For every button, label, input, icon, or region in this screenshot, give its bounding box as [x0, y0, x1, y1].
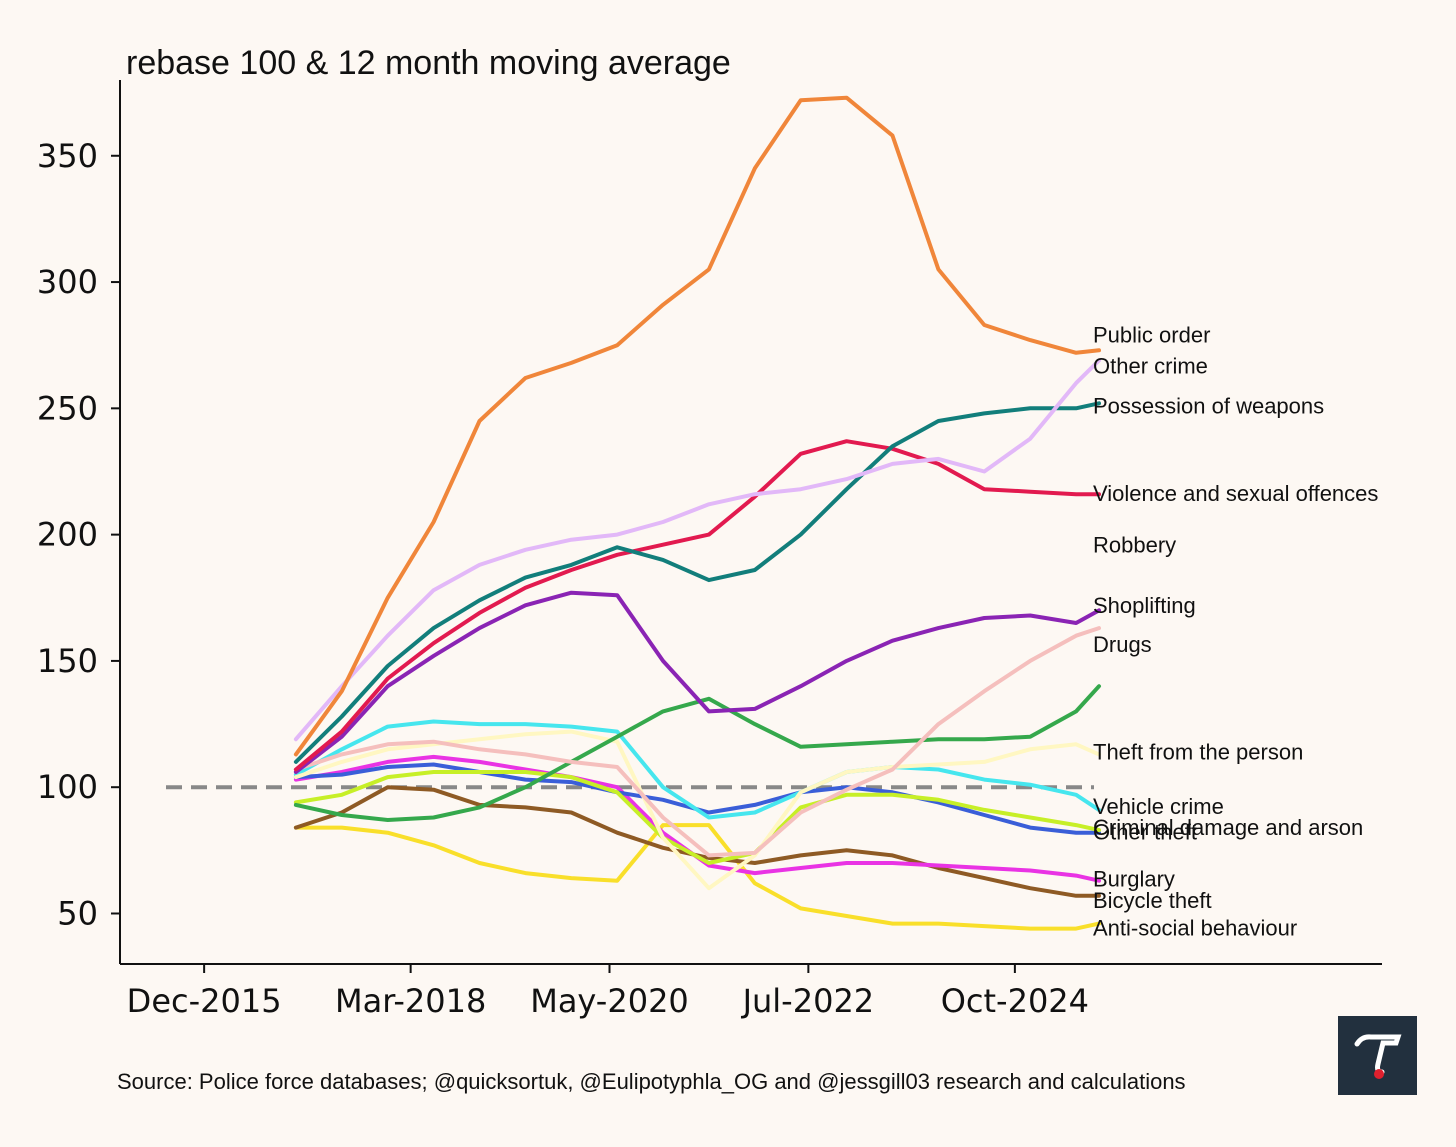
series-label-violence-and-sexual-offences: Violence and sexual offences	[1093, 481, 1378, 506]
series-line-bicycle-theft	[293, 785, 1101, 898]
x-tick-label: Jul-2022	[741, 982, 875, 1020]
x-tick-label: Dec-2015	[127, 982, 282, 1020]
series-label-public-order: Public order	[1093, 322, 1210, 347]
y-tick-label: 250	[37, 389, 98, 427]
y-tick-label: 200	[37, 516, 98, 554]
x-tick-label: Oct-2024	[941, 982, 1089, 1020]
series-line-possession-of-weapons	[293, 401, 1101, 764]
series-label-criminal-damage-and-arson: Criminal damage and arson	[1093, 815, 1363, 840]
publisher-logo	[1338, 1016, 1417, 1095]
series-label-bicycle-theft: Bicycle theft	[1093, 888, 1212, 913]
series-label-vehicle-crime: Vehicle crime	[1093, 794, 1224, 819]
series-line-shoplifting	[293, 626, 1101, 858]
series-label-robbery: Robbery	[1093, 532, 1176, 557]
y-tick-label: 300	[37, 263, 98, 301]
y-tick-label: 50	[57, 894, 98, 932]
series-line-burglary	[293, 754, 1101, 883]
series-line-drugs	[293, 684, 1101, 822]
series-label-other-theft: Other theft	[1093, 820, 1197, 845]
series-label-drugs: Drugs	[1093, 632, 1152, 657]
y-tick-label: 150	[37, 642, 98, 680]
series-lines	[293, 95, 1101, 931]
series-line-violence-and-sexual-offences	[293, 439, 1101, 772]
series-label-possession-of-weapons: Possession of weapons	[1093, 393, 1324, 418]
series-label-theft-from-the-person: Theft from the person	[1093, 739, 1303, 764]
series-label-other-crime: Other crime	[1093, 353, 1208, 378]
series-line-anti-social-behaviour	[293, 823, 1101, 931]
y-tick-label: 100	[37, 768, 98, 806]
x-tick-label: Mar-2018	[335, 982, 486, 1020]
tau-logo-icon	[1354, 1034, 1402, 1079]
x-tick-label: May-2020	[530, 982, 689, 1020]
series-line-public-order	[293, 95, 1101, 757]
series-line-criminal-damage-and-arson	[293, 770, 1101, 865]
chart-title: rebase 100 & 12 month moving average	[126, 44, 731, 82]
source-note: Source: Police force databases; @quickso…	[117, 1069, 1186, 1094]
axes: 50 100 150 200 250 300 350 Dec-2015 Mar-2018 May-…	[37, 80, 1382, 1020]
series-label-anti-social-behaviour: Anti-social behaviour	[1093, 916, 1297, 941]
y-tick-label: 350	[37, 137, 98, 175]
series-line-other-crime	[293, 358, 1101, 742]
series-labels: Public order Other crime Possession of wea…	[1093, 322, 1378, 940]
series-line-theft-from-the-person	[293, 729, 1101, 891]
series-label-shoplifting: Shoplifting	[1093, 593, 1196, 618]
series-line-other-theft	[293, 762, 1101, 835]
series-line-robbery	[293, 590, 1101, 774]
series-line-vehicle-crime	[293, 719, 1101, 820]
series-label-burglary: Burglary	[1093, 867, 1175, 892]
